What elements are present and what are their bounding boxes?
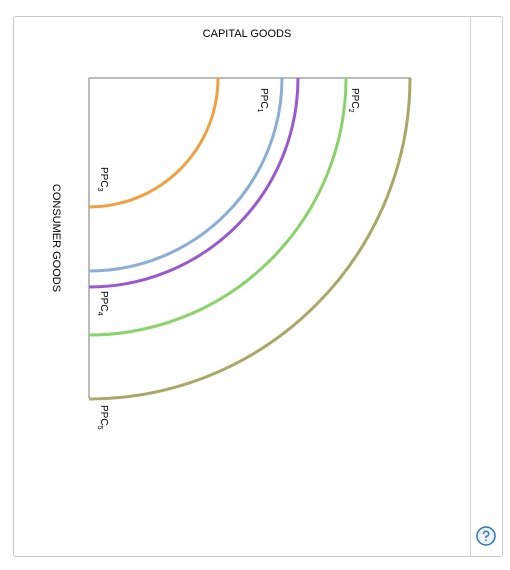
ppc1-label: PPC1 [256,88,269,113]
ppc5-curve[interactable] [88,77,412,401]
ppc2-curve[interactable] [88,77,348,337]
panel-divider [470,17,471,556]
help-button[interactable] [476,526,496,546]
ppc2-label: PPC2 [347,88,360,113]
ppc5-label: PPC5 [96,405,109,430]
ppc4-curve[interactable] [88,77,300,289]
ppc3-label: PPC3 [96,167,109,192]
y-axis-title: CONSUMER GOODS [50,184,62,292]
help-icon [476,526,496,546]
ppc4-label: PPC4 [96,291,109,316]
ppc3-curve[interactable] [88,77,220,209]
x-axis-title: CAPITAL GOODS [203,28,292,40]
ppc1-curve[interactable] [88,77,284,273]
